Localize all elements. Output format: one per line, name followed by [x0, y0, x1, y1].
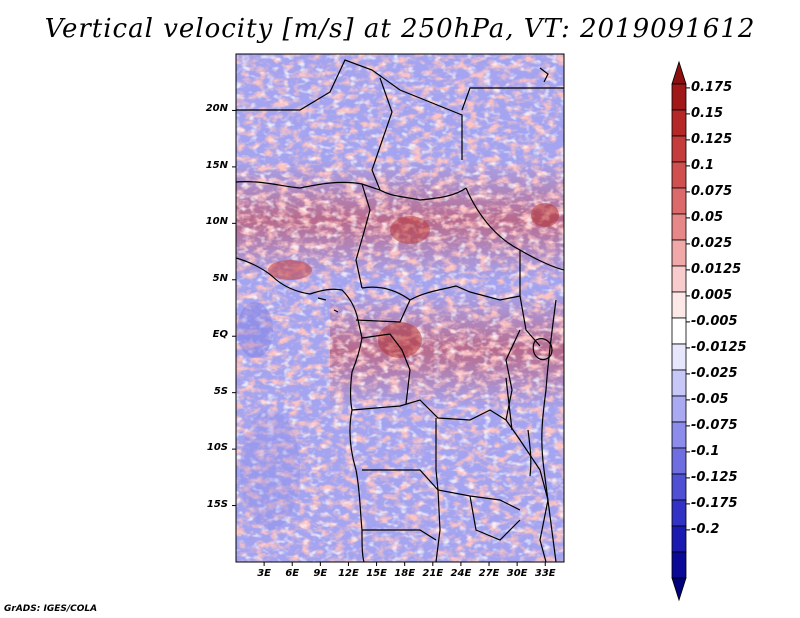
lat-tick-label: 10N — [205, 216, 228, 228]
lon-tick-label: 33E — [534, 568, 556, 579]
convective-cell-congo — [378, 322, 422, 358]
border-mozambique — [505, 419, 549, 562]
lon-tick-label: 15E — [366, 568, 387, 579]
lon-tick-label: 27E — [478, 568, 500, 579]
colorbar-label: 0.05 — [691, 209, 724, 225]
colorbar-swatch — [671, 395, 687, 423]
colorbar-label: 0.075 — [691, 183, 733, 199]
colorbar-label: -0.0125 — [691, 339, 747, 355]
map-title: Vertical velocity [m/s] at 250hPa, VT: 2… — [44, 14, 756, 44]
colorbar-swatch — [671, 83, 687, 111]
border-sudan — [465, 187, 564, 271]
colorbar-swatch — [671, 239, 687, 267]
colorbar-bottom-arrow — [671, 577, 687, 602]
border-congo-1 — [355, 299, 411, 323]
velocity-field — [236, 54, 564, 562]
lat-tick-label: 5S — [213, 385, 228, 397]
colorbar-label: 0.025 — [691, 235, 733, 251]
lake-malawi — [527, 429, 532, 477]
lake-victoria — [532, 338, 553, 361]
border-central-1 — [361, 285, 521, 301]
colorbar-swatch — [671, 499, 687, 527]
lat-tick-label: 5N — [212, 272, 228, 284]
lon-tick-label: 21E — [422, 568, 444, 579]
colorbar-label: 0.1 — [691, 157, 715, 173]
footer-credit: GrADS: IGES/COLA — [4, 604, 98, 614]
lake-tanganyika — [505, 377, 513, 431]
colorbar-label: -0.1 — [691, 443, 720, 459]
colorbar-label: -0.025 — [691, 365, 738, 381]
west-africa-coastline — [236, 257, 363, 411]
border-north-1 — [236, 59, 463, 160]
colorbar-swatch — [671, 421, 687, 449]
lon-tick-label: 9E — [313, 568, 328, 579]
lat-tick-label: 15S — [206, 498, 228, 510]
lon-tick-label: 3E — [257, 568, 271, 579]
colorbar — [671, 60, 690, 602]
border-south-1 — [362, 469, 521, 511]
colorbar-label: -0.125 — [691, 469, 738, 485]
lat-tick-label: 10S — [206, 442, 228, 454]
colorbar-label: -0.005 — [691, 313, 738, 329]
lat-tick-label: 20N — [205, 103, 228, 115]
colorbar-label: 0.125 — [691, 131, 733, 147]
colorbar-swatch — [671, 447, 687, 475]
colorbar-swatch — [671, 525, 687, 553]
convective-cell-west — [268, 260, 312, 280]
colorbar-top-arrow — [671, 60, 687, 85]
convective-cell-east — [531, 203, 559, 227]
border-kalahari — [469, 495, 521, 541]
lon-tick-label: 24E — [450, 568, 472, 579]
colorbar-label: -0.075 — [691, 417, 738, 433]
colorbar-swatch — [671, 317, 687, 345]
colorbar-swatch — [671, 109, 687, 137]
map-frame — [235, 53, 565, 563]
border-congo-2 — [361, 333, 411, 405]
colorbar-label: 0.15 — [691, 105, 724, 121]
border-lake-chad — [355, 183, 371, 289]
subsidence-south-atlantic — [240, 410, 300, 530]
colorbar-swatch — [671, 551, 687, 579]
colorbar-swatch — [671, 343, 687, 371]
colorbar-label: 0.005 — [691, 287, 733, 303]
border-south-3 — [362, 529, 437, 541]
lon-tick-label: 18E — [394, 568, 416, 579]
axis-ticks — [232, 109, 546, 566]
gulf-of-guinea-islands — [317, 297, 339, 313]
lat-tick-label: 15N — [205, 159, 228, 171]
border-drc — [351, 399, 507, 421]
colorbar-swatch — [671, 135, 687, 163]
colorbar-swatch — [671, 369, 687, 397]
colorbar-swatch — [671, 265, 687, 293]
border-east-1 — [519, 250, 541, 347]
border-nile — [461, 87, 564, 111]
colorbar-label: -0.175 — [691, 495, 738, 511]
lon-tick-label: 30E — [506, 568, 528, 579]
colorbar-swatch — [671, 213, 687, 241]
colorbar-label: -0.05 — [691, 391, 729, 407]
lon-tick-label: 6E — [285, 568, 300, 579]
southwest-coastline — [349, 409, 365, 562]
colorbar-label: 0.0125 — [691, 261, 742, 277]
convective-cell-north — [390, 216, 430, 244]
colorbar-swatch — [671, 473, 687, 501]
colorbar-label: 0.175 — [691, 79, 733, 95]
subsidence-gulf — [237, 302, 273, 358]
lon-tick-label: 12E — [338, 568, 359, 579]
colorbar-swatch — [671, 187, 687, 215]
border-north-2 — [371, 77, 393, 191]
colorbar-swatch — [671, 161, 687, 189]
political-boundaries — [236, 59, 564, 562]
border-south-2 — [435, 418, 441, 562]
colorbar-label: -0.2 — [691, 521, 720, 537]
colorbar-swatch — [671, 291, 687, 319]
red-sea-coast — [539, 67, 549, 83]
lat-tick-label: EQ — [212, 329, 228, 341]
